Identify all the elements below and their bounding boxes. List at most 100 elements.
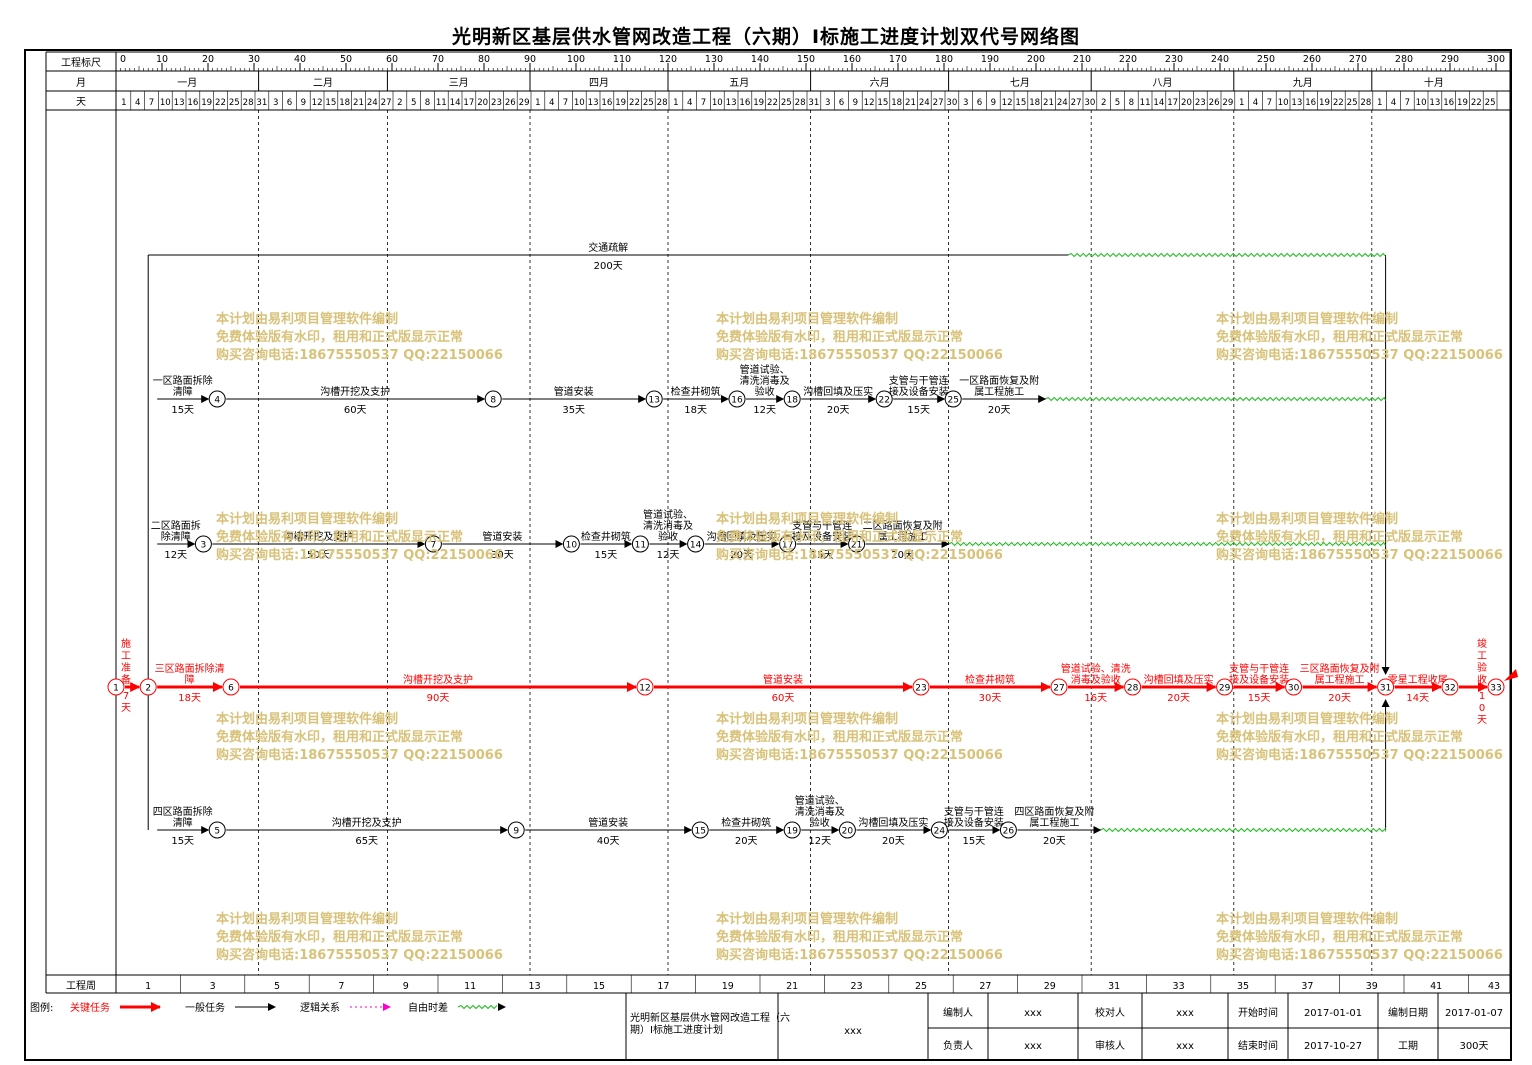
month-label: 一月 bbox=[177, 77, 197, 89]
scale-tick-label: 70 bbox=[432, 54, 444, 65]
event-node bbox=[838, 821, 856, 839]
day-label: 22 bbox=[629, 98, 640, 108]
task-duration: 30天 bbox=[979, 693, 1002, 704]
task-duration: 20天 bbox=[988, 405, 1011, 416]
event-node-label: 30 bbox=[1288, 684, 1300, 694]
event-node-label: 31 bbox=[1380, 684, 1391, 694]
day-label: 16 bbox=[1305, 98, 1316, 108]
month-label: 六月 bbox=[870, 77, 890, 89]
week-label: 1 bbox=[145, 981, 151, 992]
footer-cell-label: 开始时间 bbox=[1238, 1006, 1278, 1019]
day-label: 13 bbox=[1429, 98, 1440, 108]
month-label: 八月 bbox=[1153, 77, 1173, 89]
event-node-label: 11 bbox=[635, 541, 646, 551]
event-node bbox=[107, 678, 125, 696]
event-node bbox=[848, 535, 866, 553]
task-duration: 20天 bbox=[891, 550, 914, 561]
task-name: 验收 bbox=[658, 530, 678, 543]
event-node-label: 2 bbox=[145, 684, 151, 694]
footer-cell-label: 编制人 bbox=[943, 1006, 973, 1019]
day-label: 12 bbox=[312, 98, 323, 108]
task-duration: 60天 bbox=[772, 693, 795, 704]
event-node-label: 6 bbox=[228, 684, 234, 694]
task-name: 四区路面恢复及附 bbox=[1014, 805, 1094, 818]
scale-tick-label: 270 bbox=[1349, 54, 1367, 65]
day-label: 5 bbox=[411, 98, 416, 108]
scale-tick-label: 170 bbox=[889, 54, 907, 65]
task-duration: 16天 bbox=[1084, 693, 1107, 704]
task-name: 属工程施工 bbox=[1029, 816, 1079, 829]
day-label: 7 bbox=[701, 98, 706, 108]
footer-cell-label: 审核人 bbox=[1095, 1039, 1125, 1052]
task-duration-char: 7 bbox=[123, 691, 129, 702]
task-name: 支管与干管连 bbox=[944, 805, 1004, 818]
day-label: 13 bbox=[1291, 98, 1302, 108]
task-name: 管道试验、清洗 bbox=[1061, 662, 1131, 675]
event-node bbox=[944, 390, 962, 408]
task-duration: 20天 bbox=[827, 405, 850, 416]
scale-tick-label: 90 bbox=[524, 54, 536, 65]
scale-tick-label: 110 bbox=[613, 54, 631, 65]
day-label: 18 bbox=[339, 98, 350, 108]
month-label: 九月 bbox=[1293, 77, 1313, 89]
day-label: 6 bbox=[977, 98, 982, 108]
scale-tick-label: 130 bbox=[705, 54, 723, 65]
footer-cell-label: 负责人 bbox=[943, 1039, 973, 1052]
week-label: 43 bbox=[1488, 981, 1500, 992]
day-label: 17 bbox=[463, 98, 474, 108]
task-duration: 20天 bbox=[1328, 693, 1351, 704]
event-node-label: 26 bbox=[1003, 827, 1015, 837]
month-label: 四月 bbox=[589, 77, 609, 89]
task-duration: 40天 bbox=[597, 836, 620, 847]
task-name: 沟槽回填及压实 bbox=[1144, 673, 1214, 686]
task-name: 交通疏解 bbox=[588, 241, 628, 254]
task-duration: 18天 bbox=[684, 405, 707, 416]
day-label: 10 bbox=[712, 98, 723, 108]
task-name: 属工程施工 bbox=[974, 385, 1024, 398]
day-label: 4 bbox=[687, 98, 692, 108]
day-label: 27 bbox=[1071, 98, 1082, 108]
day-label: 21 bbox=[905, 98, 916, 108]
task-name: 沟槽开挖及支护 bbox=[320, 385, 390, 398]
scale-tick-label: 160 bbox=[843, 54, 861, 65]
task-duration-char: 0 bbox=[1479, 703, 1485, 714]
week-label: 37 bbox=[1301, 981, 1313, 992]
event-node bbox=[507, 821, 525, 839]
day-label: 7 bbox=[1405, 98, 1410, 108]
footer-project-name: 光明新区基层供水管网改造工程（六 bbox=[630, 1011, 790, 1024]
event-node bbox=[562, 535, 580, 553]
event-node bbox=[999, 821, 1017, 839]
event-node-label: 25 bbox=[947, 396, 958, 406]
day-label: 19 bbox=[753, 98, 764, 108]
event-node bbox=[484, 390, 502, 408]
event-node bbox=[139, 678, 157, 696]
event-node bbox=[783, 821, 801, 839]
footer-company: xxx bbox=[844, 1026, 862, 1037]
scale-tick-label: 100 bbox=[567, 54, 585, 65]
day-label: 8 bbox=[1129, 98, 1134, 108]
day-label: 20 bbox=[1181, 98, 1192, 108]
event-node-label: 7 bbox=[431, 541, 437, 551]
task-name: 除清障 bbox=[161, 530, 191, 543]
event-node-label: 12 bbox=[639, 684, 650, 694]
footer-cell-label: 编制日期 bbox=[1388, 1006, 1428, 1019]
scale-tick-label: 80 bbox=[478, 54, 490, 65]
legend-item-label: 一般任务 bbox=[185, 1001, 225, 1014]
day-label: 1 bbox=[1239, 98, 1244, 108]
task-name: 检查井砌筑 bbox=[671, 385, 721, 398]
day-label: 18 bbox=[1029, 98, 1040, 108]
footer-cell-value: xxx bbox=[1024, 1008, 1042, 1019]
task-name-char: 备 bbox=[121, 673, 131, 686]
free-float-line bbox=[948, 541, 1387, 547]
day-label: 23 bbox=[1195, 98, 1206, 108]
task-duration-char: 天 bbox=[1477, 715, 1487, 726]
task-duration: 12天 bbox=[657, 550, 680, 561]
day-label: 8 bbox=[425, 98, 430, 108]
event-node-label: 8 bbox=[490, 396, 496, 406]
event-node-label: 17 bbox=[782, 541, 793, 551]
scale-tick-label: 30 bbox=[248, 54, 260, 65]
day-label: 5 bbox=[1115, 98, 1120, 108]
day-label: 14 bbox=[450, 98, 461, 108]
task-duration: 20天 bbox=[730, 550, 753, 561]
